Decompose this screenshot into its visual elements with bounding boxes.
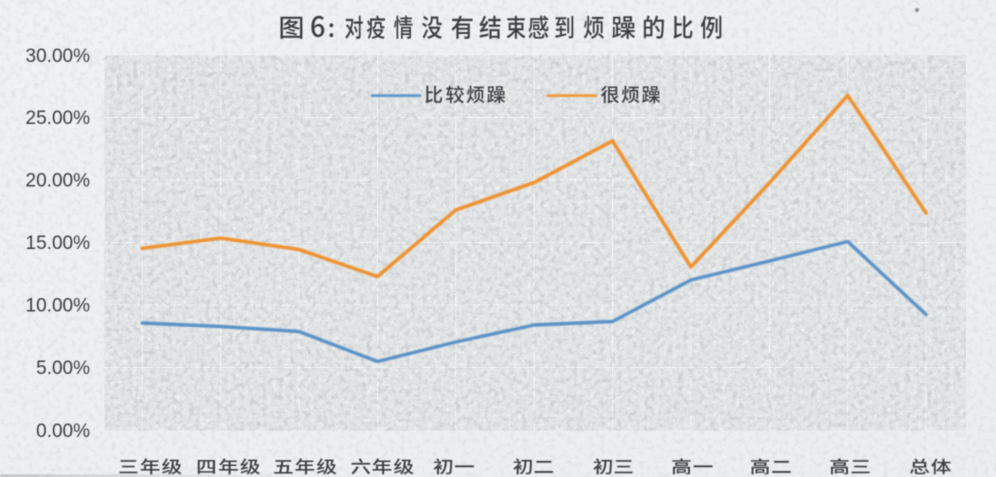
- svg-text:0.00%: 0.00%: [36, 421, 90, 442]
- svg-text:10.00%: 10.00%: [26, 296, 91, 317]
- svg-text:20.00%: 20.00%: [26, 171, 91, 192]
- svg-text:30.00%: 30.00%: [26, 46, 91, 67]
- svg-text:25.00%: 25.00%: [26, 108, 91, 129]
- svg-text:15.00%: 15.00%: [26, 233, 91, 254]
- svg-text:5.00%: 5.00%: [36, 358, 90, 379]
